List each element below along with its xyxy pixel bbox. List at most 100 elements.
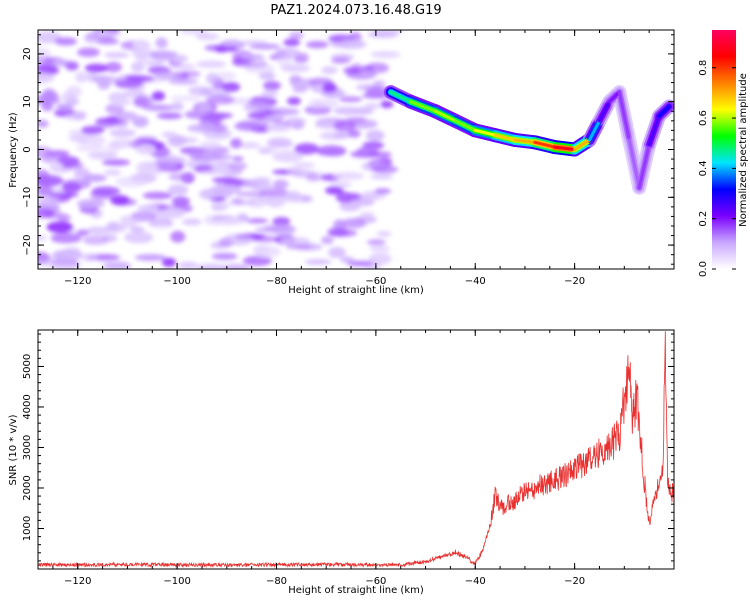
noise-blob (339, 201, 361, 212)
noise-blob (306, 173, 321, 182)
noise-blob (199, 141, 221, 149)
y-tick-label: 1000 (22, 516, 33, 541)
noise-blob (188, 149, 204, 160)
ridge-segment (409, 100, 437, 113)
noise-blob (211, 200, 234, 209)
spectrogram-xlabel: Height of straight line (km) (288, 285, 424, 296)
noise-blob (76, 138, 91, 145)
ridge-segment (553, 145, 577, 151)
noise-blob (195, 102, 213, 113)
noise-blob (272, 150, 304, 163)
noise-blob (231, 156, 244, 162)
noise-blob (48, 161, 63, 169)
noise-blob (316, 145, 347, 157)
noise-blob (243, 102, 270, 113)
noise-blob (333, 106, 363, 116)
noise-blob (263, 224, 295, 233)
ridge-segment (453, 119, 477, 132)
noise-blob (38, 119, 49, 128)
y-tick-label: 2000 (22, 475, 33, 500)
noise-blob (346, 260, 374, 267)
noise-blob (247, 112, 267, 119)
noise-blob (66, 97, 80, 106)
y-tick-label: −10 (22, 187, 33, 208)
y-tick-label: 4000 (22, 394, 33, 419)
ridge-segment (434, 109, 457, 123)
noise-blob (195, 164, 213, 171)
noise-blob (328, 228, 358, 237)
noise-blob (137, 213, 152, 219)
noise-blob (199, 188, 221, 200)
noise-blob (215, 71, 237, 81)
noise-blob (376, 231, 392, 237)
noise-blob (73, 167, 91, 179)
x-tick-label: −20 (564, 276, 585, 287)
noise-blob (38, 258, 60, 266)
noise-blob (122, 89, 146, 98)
noise-blob (217, 189, 233, 199)
noise-blob (135, 53, 148, 64)
noise-blob (77, 47, 100, 58)
noise-blob (366, 239, 386, 246)
noise-blob (90, 189, 114, 201)
noise-blob (340, 256, 355, 263)
noise-blob (156, 112, 183, 120)
noise-blob (106, 221, 119, 233)
noise-blob (49, 192, 79, 198)
noise-blob (325, 186, 344, 195)
noise-blob (248, 58, 267, 67)
noise-blob (142, 104, 175, 112)
noise-blob (72, 110, 87, 121)
noise-blob (76, 229, 89, 236)
noise-blob (364, 102, 381, 110)
noise-blob (367, 31, 399, 38)
snr-ylabel: SNR (10 * v/v) (8, 414, 19, 485)
spectrogram-ylabel: Frequency (Hz) (8, 112, 19, 188)
noise-blob (314, 99, 339, 109)
snr-panel: −120 −100 −80 −60 −40 −20 1000 2000 3000 4000 5000… (8, 329, 675, 596)
noise-blob (368, 151, 392, 158)
noise-blob (347, 129, 361, 138)
x-tick-label: −120 (64, 276, 91, 287)
noise-blob (286, 96, 301, 106)
noise-blob (246, 197, 268, 208)
noise-blob (105, 103, 125, 115)
noise-blob (38, 72, 55, 84)
noise-blob (210, 241, 228, 250)
ridge-segment (657, 104, 671, 118)
ridge-segment (533, 140, 557, 149)
ridge-segment (597, 100, 611, 123)
ridge-segment (617, 90, 631, 142)
noise-blob (75, 144, 106, 152)
noise-blob (144, 60, 166, 67)
ridge-segment (473, 128, 497, 137)
noise-blob (110, 194, 130, 206)
noise-blob (38, 186, 53, 196)
x-tick-label: −80 (266, 576, 287, 587)
noise-blob (335, 191, 354, 203)
ridge-segment (637, 143, 651, 190)
noise-blob (196, 60, 227, 69)
noise-blob (242, 255, 272, 266)
ridge-segment (627, 138, 641, 190)
noise-blob (322, 82, 337, 94)
noise-blob (211, 252, 238, 261)
y-tick-label: 10 (22, 95, 33, 108)
noise-blob (264, 123, 292, 133)
noise-blob (129, 226, 145, 233)
noise-blob (61, 182, 82, 193)
noise-blob (263, 80, 281, 91)
noise-blob (135, 143, 156, 155)
noise-blob (154, 208, 185, 219)
noise-blob (380, 100, 394, 109)
x-tick-label: −80 (266, 276, 287, 287)
noise-blob (65, 62, 79, 71)
noise-blob (265, 195, 286, 208)
noise-blob (100, 30, 123, 38)
colorbar-tick-label: 0.8 (698, 60, 709, 76)
x-tick-label: −40 (465, 576, 486, 587)
colorbar-tick-label: 0.0 (698, 261, 709, 277)
noise-blob (111, 99, 130, 106)
colorbar-ticks: 0.0 0.2 0.4 0.6 0.8 (698, 60, 736, 277)
